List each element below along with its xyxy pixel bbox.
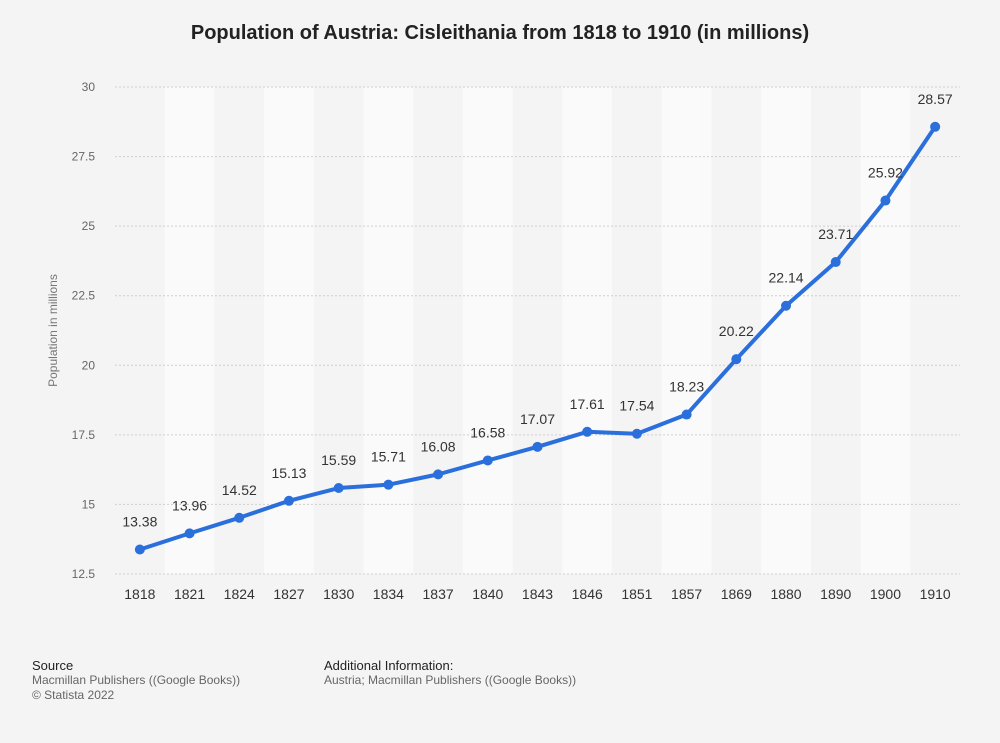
x-tick-label: 1824 [224, 586, 255, 602]
data-point [482, 455, 493, 466]
data-label: 16.58 [470, 424, 505, 440]
data-label: 17.07 [520, 411, 555, 427]
chart-title: Population of Austria: Cisleithania from… [190, 22, 810, 44]
data-point [830, 257, 841, 268]
x-tick-label: 1851 [621, 586, 652, 602]
source-text[interactable]: Macmillan Publishers ((Google Books)) [32, 673, 241, 687]
grid-band [661, 87, 712, 574]
data-point [184, 528, 195, 539]
x-tick-label: 1843 [522, 586, 553, 602]
additional-info-heading: Additional Information: [324, 658, 454, 673]
x-tick-label: 1869 [721, 586, 752, 602]
data-point [234, 512, 245, 523]
data-label: 16.08 [421, 438, 456, 454]
line-chart: 12.5 15 17.5 20 22.5 25 27.5 30 Population in mi… [46, 80, 960, 602]
y-axis-label: Population in millions [46, 274, 60, 387]
data-label: 25.92 [868, 165, 903, 181]
y-tick-label: 22.5 [72, 289, 96, 303]
x-tick-label: 1880 [770, 586, 801, 602]
source-block: Source Macmillan Publishers ((Google Boo… [32, 658, 240, 703]
grid-band [761, 87, 811, 574]
y-tick-label: 30 [82, 80, 96, 94]
series-line [137, 124, 938, 552]
x-tick-label: 1818 [124, 586, 155, 602]
data-label: 23.71 [818, 226, 853, 242]
data-point [582, 426, 593, 437]
x-tick-label: 1900 [870, 586, 901, 602]
data-label: 13.38 [122, 514, 157, 530]
x-tick-label: 1837 [423, 586, 454, 602]
y-tick-label: 25 [82, 219, 96, 233]
data-point [283, 495, 294, 506]
x-tick-label: 1834 [373, 586, 404, 602]
x-tick-label: 1821 [174, 586, 205, 602]
y-tick-label: 27.5 [72, 150, 96, 164]
data-label: 20.22 [719, 323, 754, 339]
data-label: 13.96 [172, 497, 207, 513]
data-point [383, 479, 394, 490]
y-tick-label: 15 [82, 497, 96, 511]
data-point [731, 354, 742, 365]
data-point [681, 409, 692, 420]
x-tick-label: 1846 [572, 586, 603, 602]
grid-band [164, 87, 215, 574]
data-point [333, 483, 344, 494]
data-point [433, 469, 444, 480]
x-tick-label: 1910 [920, 586, 951, 602]
data-label: 28.57 [918, 91, 953, 107]
source-heading: Source [32, 658, 74, 673]
x-tick-label: 1890 [820, 586, 851, 602]
data-point [631, 428, 642, 439]
y-tick-label: 20 [82, 358, 96, 372]
grid-band [562, 87, 613, 574]
data-label: 15.13 [271, 465, 306, 481]
data-label: 15.59 [321, 452, 356, 468]
data-point [134, 544, 145, 555]
data-point [930, 121, 941, 132]
grid-band [860, 87, 911, 574]
additional-info-block: Additional Information: Austria; Macmill… [324, 658, 576, 688]
grid-band [264, 87, 314, 574]
y-tick-label: 17.5 [72, 428, 96, 442]
data-label: 22.14 [769, 270, 804, 286]
additional-info-text: Austria; Macmillan Publishers ((Google B… [324, 673, 577, 687]
data-label: 15.71 [371, 449, 406, 465]
x-tick-label: 1857 [671, 586, 702, 602]
x-tick-label: 1827 [273, 586, 304, 602]
data-label: 18.23 [669, 379, 704, 395]
data-label: 17.54 [619, 398, 654, 414]
x-tick-label: 1840 [472, 586, 503, 602]
copyright-text: © Statista 2022 [32, 688, 115, 702]
y-tick-label: 12.5 [72, 567, 96, 581]
grid-band [363, 87, 414, 574]
data-point [532, 441, 543, 452]
data-label: 17.61 [570, 396, 605, 412]
data-label: 14.52 [222, 482, 257, 498]
x-tick-label: 1830 [323, 586, 354, 602]
grid-band [462, 87, 513, 574]
data-point [781, 300, 792, 311]
data-point [880, 195, 891, 206]
